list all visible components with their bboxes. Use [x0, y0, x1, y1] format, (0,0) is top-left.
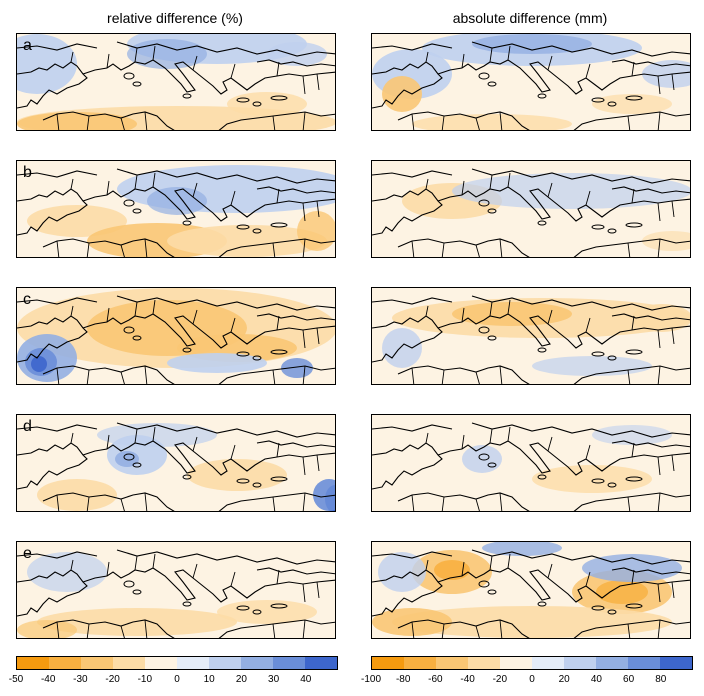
colorbar-swatch [273, 657, 305, 669]
colorbar-tick-label: 20 [235, 674, 247, 685]
colorbar-swatch [468, 657, 500, 669]
colorbar-swatch [596, 657, 628, 669]
colorbar-swatch [372, 657, 404, 669]
colorbar-swatch [113, 657, 145, 669]
colorbar-swatch [305, 657, 337, 669]
colorbar-tick-label: -60 [428, 674, 443, 685]
panel-letter-a: a [23, 37, 32, 54]
colorbar-tick-label: -50 [8, 674, 24, 685]
colorbar-tick-label: 40 [300, 674, 312, 685]
colorbar-swatch [241, 657, 273, 669]
right-colorbar-ticks: -100 -80 -60 -40 -20 0 20 40 60 80 [361, 674, 693, 688]
left-colorbar-ticks: -50 -40 -30 -20 -10 0 10 20 30 40 [9, 674, 338, 688]
colorbar-swatch [436, 657, 468, 669]
map-svg [372, 161, 690, 257]
colorbar-swatch [628, 657, 660, 669]
map-svg [17, 34, 335, 130]
colorbar-tick-label: 20 [558, 674, 570, 685]
colorbar-swatch [145, 657, 177, 669]
panel-letter-c: c [23, 291, 31, 308]
relative-difference-map-e: e [16, 541, 336, 639]
map-svg [17, 161, 335, 257]
colorbar-tick-label: -10 [137, 674, 153, 685]
panel-letter-e: e [23, 545, 32, 562]
colorbar-swatch [49, 657, 81, 669]
colorbar-tick-label: 10 [203, 674, 215, 685]
colorbar-swatch [81, 657, 113, 669]
colorbar-tick-label: 40 [590, 674, 602, 685]
colorbar-swatch [209, 657, 241, 669]
colorbar-tick-label: 0 [174, 674, 180, 685]
colorbar-tick-label: -20 [492, 674, 508, 685]
map-svg [372, 34, 690, 130]
absolute-difference-map-a [371, 33, 691, 131]
left-column-title: relative difference (%) [107, 10, 243, 26]
colorbar-swatch [177, 657, 209, 669]
colorbar-swatch [564, 657, 596, 669]
colorbar-tick-label: -20 [105, 674, 120, 685]
panel-letter-d: d [23, 418, 32, 435]
colorbar-tick-label: -40 [460, 674, 475, 685]
colorbar-tick-label: 60 [623, 674, 635, 685]
map-svg [372, 288, 690, 384]
map-svg [372, 415, 690, 511]
colorbar-swatch [660, 657, 692, 669]
colorbar-swatch [404, 657, 436, 669]
colorbar-tick-label: 80 [655, 674, 667, 685]
absolute-difference-map-c [371, 287, 691, 385]
map-svg [17, 415, 335, 511]
relative-difference-map-a: a [16, 33, 336, 131]
colorbar-swatch [17, 657, 49, 669]
colorbar-swatch [532, 657, 564, 669]
relative-difference-map-d: d [16, 414, 336, 512]
colorbar-tick-label: -30 [73, 674, 88, 685]
map-svg [372, 542, 690, 638]
relative-difference-map-b: b [16, 160, 336, 258]
colorbar-tick-label: 30 [268, 674, 280, 685]
right-colorbar [371, 656, 693, 670]
right-column-title: absolute difference (mm) [452, 10, 608, 26]
colorbar-tick-label: -100 [360, 674, 382, 685]
absolute-difference-map-b [371, 160, 691, 258]
colorbar-tick-label: 0 [529, 674, 535, 685]
relative-difference-map-c: c [16, 287, 336, 385]
absolute-difference-map-d [371, 414, 691, 512]
colorbar-tick-label: -80 [395, 674, 411, 685]
left-colorbar [16, 656, 338, 670]
map-svg [17, 288, 335, 384]
colorbar-swatch [500, 657, 532, 669]
colorbar-tick-label: -40 [40, 674, 56, 685]
panel-letter-b: b [23, 164, 32, 181]
map-svg [17, 542, 335, 638]
absolute-difference-map-e [371, 541, 691, 639]
